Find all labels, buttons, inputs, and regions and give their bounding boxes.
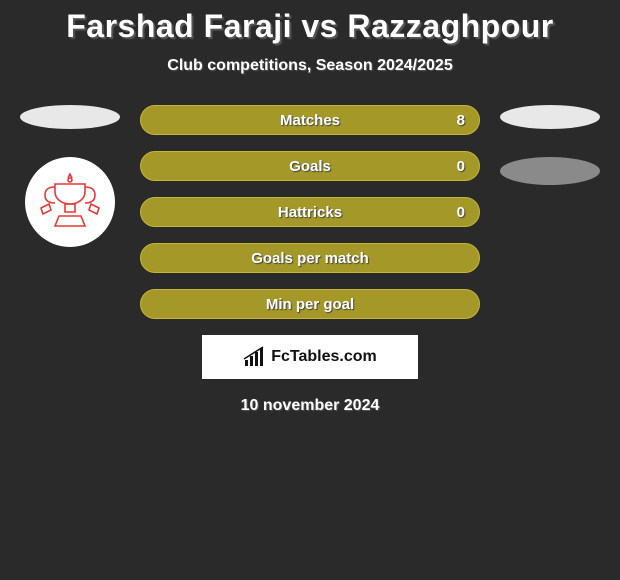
right-ellipse-1 xyxy=(500,105,600,129)
stat-value: 0 xyxy=(457,204,465,221)
right-ellipse-2 xyxy=(500,157,600,185)
stat-bars: Matches 8 Goals 0 Hattricks 0 Goals per … xyxy=(140,105,480,319)
left-player-column xyxy=(10,105,130,247)
stat-bar-goals: Goals 0 xyxy=(140,151,480,181)
brand-label: FcTables.com xyxy=(271,348,377,366)
bar-chart-icon xyxy=(243,346,265,368)
stat-bar-matches: Matches 8 xyxy=(140,105,480,135)
right-player-column xyxy=(490,105,610,213)
stat-bar-hattricks: Hattricks 0 xyxy=(140,197,480,227)
stat-value: 0 xyxy=(457,158,465,175)
stat-label: Min per goal xyxy=(266,296,354,313)
stat-label: Goals per match xyxy=(251,250,369,267)
page-title: Farshad Faraji vs Razzaghpour xyxy=(0,0,620,45)
stat-label: Goals xyxy=(289,158,331,175)
trophy-crest-icon xyxy=(35,172,105,232)
stat-label: Matches xyxy=(280,112,340,129)
stat-label: Hattricks xyxy=(278,204,342,221)
brand-box: FcTables.com xyxy=(202,335,418,379)
date-label: 10 november 2024 xyxy=(0,397,620,415)
stat-bar-min-per-goal: Min per goal xyxy=(140,289,480,319)
page-subtitle: Club competitions, Season 2024/2025 xyxy=(0,57,620,75)
left-ellipse-1 xyxy=(20,105,120,129)
club-badge xyxy=(25,157,115,247)
stat-bar-goals-per-match: Goals per match xyxy=(140,243,480,273)
stat-value: 8 xyxy=(457,112,465,129)
comparison-content: Matches 8 Goals 0 Hattricks 0 Goals per … xyxy=(0,105,620,415)
